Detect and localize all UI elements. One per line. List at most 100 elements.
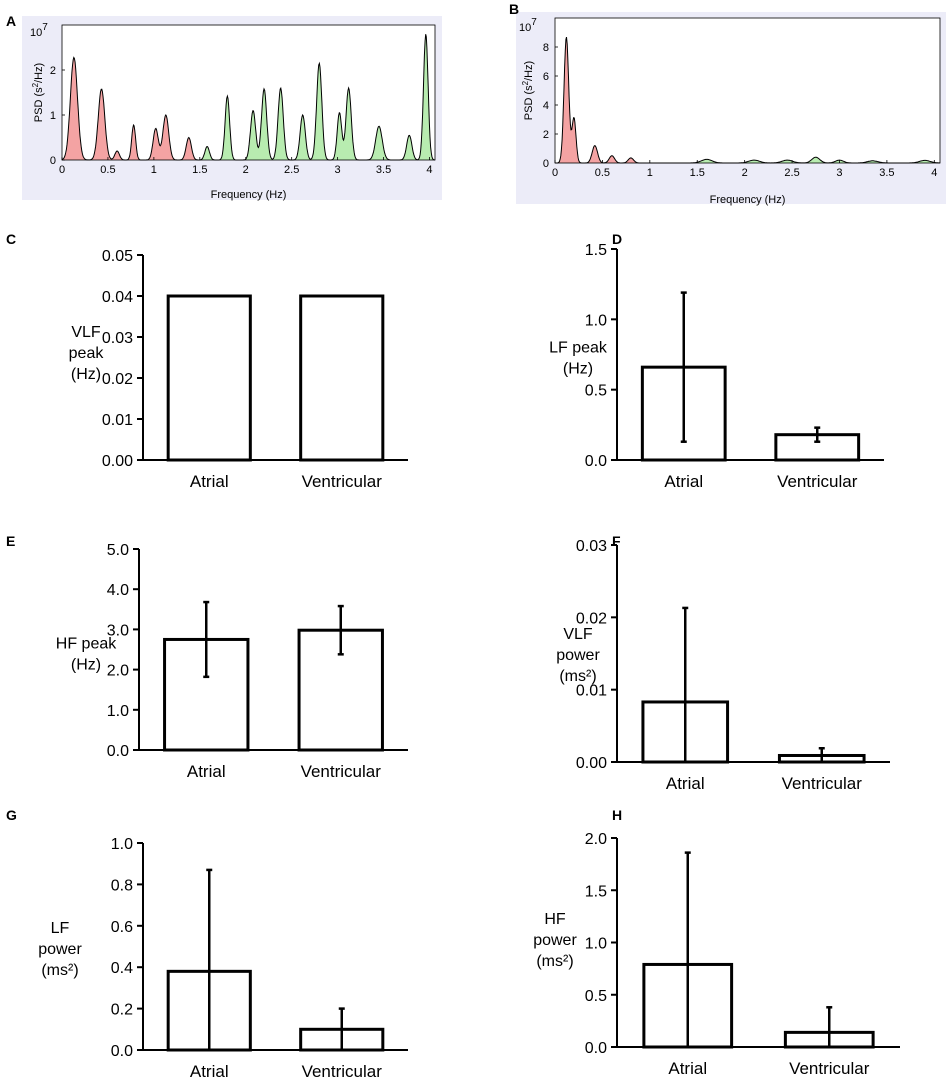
y-tick-label: 0.0	[585, 1040, 607, 1057]
panel-letter: G	[6, 807, 17, 823]
x-tick-label: 0	[59, 164, 65, 176]
panel-letter: E	[6, 533, 15, 549]
y-tick-label: 0.6	[111, 919, 133, 936]
y-axis-label-line: LF peak	[549, 340, 608, 357]
plot-area	[555, 18, 940, 163]
y-tick-label: 4.0	[107, 582, 129, 599]
category-label-ventricular: Ventricular	[782, 774, 863, 793]
y-tick-label: 1.0	[585, 936, 607, 953]
y-tick-label: 0.01	[576, 683, 607, 700]
y-tick-label: 0.0	[107, 743, 129, 760]
y-axis-label-line: HF	[544, 911, 566, 928]
y-tick-label: 0.00	[102, 453, 133, 470]
category-label-atrial: Atrial	[664, 472, 703, 491]
y-axis-label-line: power	[533, 932, 577, 949]
bar-atrial	[166, 294, 252, 462]
axes-box	[61, 24, 436, 161]
x-tick-label: 0.5	[595, 167, 610, 179]
y-tick-label: 0	[50, 155, 56, 167]
y-axis-label: PSD (s2/Hz)	[521, 61, 535, 120]
category-label-atrial: Atrial	[190, 472, 229, 491]
spectrum-panel-b: B 0 0.5 1 1.5 2 2.5 3 3.5 4 0 2 4 6 8 Frequency (Hz) 107…	[509, 1, 946, 206]
x-tick-label: 4	[931, 167, 937, 179]
y-exponent-label: 107	[519, 17, 537, 34]
y-axis-label-line: (Hz)	[71, 657, 101, 674]
y-tick-label: 2.0	[585, 831, 607, 848]
plot-area	[62, 25, 435, 160]
panel-letter: H	[612, 807, 622, 823]
bar-panel-g: G 0.0 0.2 0.4 0.6 0.8 1.0 Atrial Ventricular LF po…	[6, 807, 408, 1081]
y-tick-label: 0	[543, 158, 549, 170]
y-axis-label-line: power	[556, 647, 600, 664]
category-label-atrial: Atrial	[668, 1059, 707, 1078]
y-axis-label-line: VLF	[563, 626, 593, 643]
x-axis-label: Frequency (Hz)	[211, 189, 287, 201]
x-tick-label: 3.5	[376, 164, 391, 176]
y-axis-label-line: peak	[69, 345, 105, 362]
y-tick-label: 1	[50, 110, 56, 122]
panel-letter: A	[6, 13, 16, 29]
bar-ventricular	[299, 294, 385, 462]
y-tick-label: 0.4	[111, 960, 133, 977]
y-axis-label-line: (Hz)	[563, 361, 593, 378]
lf-band-area	[555, 37, 650, 163]
x-tick-label: 1	[647, 167, 653, 179]
x-tick-label: 2	[243, 164, 249, 176]
y-tick-label: 1.0	[585, 312, 607, 329]
x-tick-label: 1.5	[690, 167, 705, 179]
category-label-ventricular: Ventricular	[777, 472, 858, 491]
category-label-ventricular: Ventricular	[302, 472, 383, 491]
y-tick-label: 2.0	[107, 663, 129, 680]
y-exponent-label: 107	[30, 22, 48, 39]
y-tick-label: 0.01	[102, 412, 133, 429]
y-axis-label-line: HF peak	[56, 636, 117, 653]
y-tick-label: 0.03	[576, 538, 607, 555]
y-tick-label: 0.5	[585, 383, 607, 400]
y-tick-label: 8	[543, 42, 549, 54]
bar-panel-f: F 0.00 0.01 0.02 0.03 Atrial Ventricular VLF pow…	[556, 533, 890, 793]
y-tick-label: 1.0	[107, 703, 129, 720]
category-label-ventricular: Ventricular	[302, 1062, 383, 1081]
category-label-ventricular: Ventricular	[301, 762, 382, 781]
y-axis-label-line: power	[38, 941, 82, 958]
bar-panel-e: E 0.0 1.0 2.0 3.0 4.0 5.0 Atrial Ventricular HF p…	[6, 533, 408, 781]
y-tick-label: 0.05	[102, 248, 133, 265]
panel-letter: C	[6, 231, 16, 247]
y-axis-label-line: VLF	[71, 324, 101, 341]
y-tick-label: 2	[50, 65, 56, 77]
panel-letter: B	[509, 1, 519, 17]
y-axis-label-line: (ms²)	[559, 668, 596, 685]
x-tick-label: 2	[742, 167, 748, 179]
y-tick-label: 4	[543, 100, 549, 112]
x-tick-label: 3	[836, 167, 842, 179]
y-axis-label-line: LF	[51, 920, 70, 937]
y-tick-label: 2	[543, 129, 549, 141]
y-axis-label-line: (Hz)	[71, 366, 101, 383]
bar-panel-h: H 0.0 0.5 1.0 1.5 2.0 Atrial Ventricular HF power…	[533, 807, 900, 1078]
panel-letter: F	[612, 533, 621, 549]
x-tick-label: 1.5	[192, 164, 207, 176]
category-label-atrial: Atrial	[666, 774, 705, 793]
y-tick-label: 0.00	[576, 755, 607, 772]
x-axis-label: Frequency (Hz)	[710, 194, 786, 206]
axes-box	[554, 17, 941, 164]
bar-panel-c: C 0.00 0.01 0.02 0.03 0.04 0.05 Atrial Ventricul…	[6, 231, 408, 491]
x-tick-label: 4	[426, 164, 432, 176]
y-tick-label: 3.0	[107, 622, 129, 639]
category-label-atrial: Atrial	[190, 1062, 229, 1081]
x-tick-label: 2.5	[784, 167, 799, 179]
panel-letter: D	[612, 231, 622, 247]
x-tick-label: 3.5	[879, 167, 894, 179]
x-tick-label: 1	[151, 164, 157, 176]
y-axis-label-line: (ms²)	[536, 953, 573, 970]
y-tick-label: 0.2	[111, 1002, 133, 1019]
y-axis-label: PSD (s2/Hz)	[31, 63, 45, 122]
x-tick-label: 2.5	[284, 164, 299, 176]
y-tick-label: 0.04	[102, 289, 133, 306]
lf-band-area	[62, 57, 200, 160]
y-tick-label: 6	[543, 71, 549, 83]
category-label-ventricular: Ventricular	[789, 1059, 870, 1078]
y-tick-label: 0.03	[102, 330, 133, 347]
category-label-atrial: Atrial	[187, 762, 226, 781]
